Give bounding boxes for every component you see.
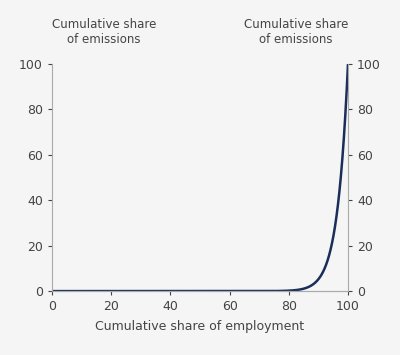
Text: Cumulative share
of emissions: Cumulative share of emissions: [52, 18, 156, 46]
Text: Cumulative share
of emissions: Cumulative share of emissions: [244, 18, 348, 46]
X-axis label: Cumulative share of employment: Cumulative share of employment: [96, 320, 304, 333]
